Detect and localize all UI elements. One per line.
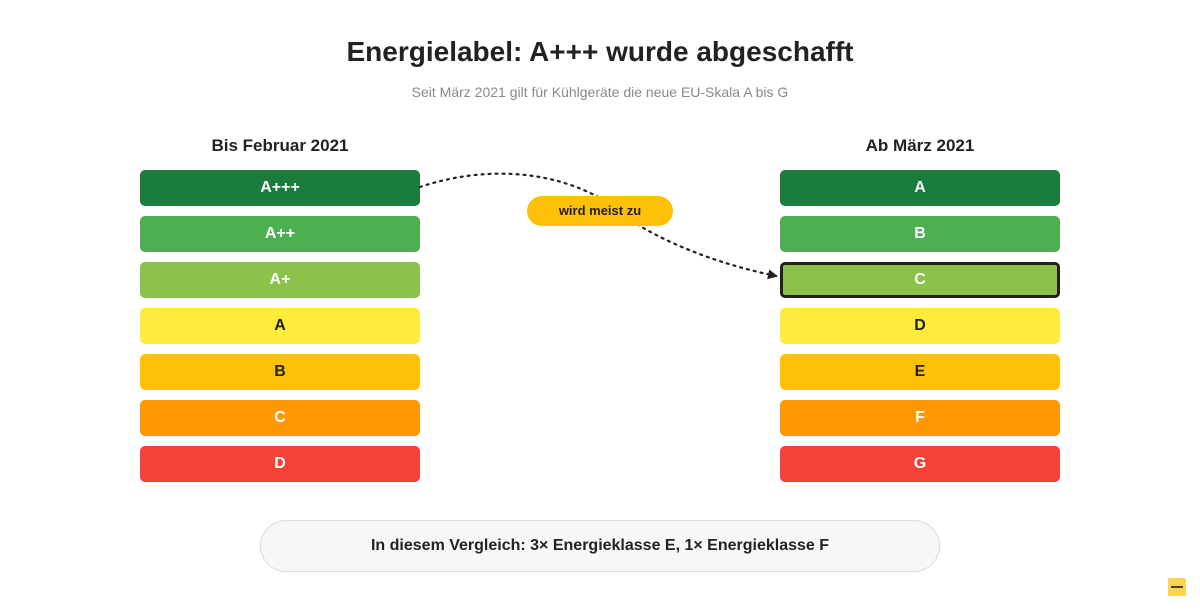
old-class-bar: A+: [140, 262, 420, 298]
minus-icon[interactable]: [1168, 578, 1186, 596]
old-class-bar: B: [140, 354, 420, 390]
old-scale-heading: Bis Februar 2021: [211, 136, 349, 155]
new-class-bar: B: [780, 216, 1060, 252]
old-class-bar: C: [140, 400, 420, 436]
mapping-label: wird meist zu: [527, 196, 673, 226]
new-class-bar: A: [780, 170, 1060, 206]
new-scale-heading: Ab März 2021: [865, 136, 975, 155]
new-class-bar: F: [780, 400, 1060, 436]
page-title: Energielabel: A+++ wurde abgeschafft: [346, 36, 854, 67]
old-class-bar: A++: [140, 216, 420, 252]
old-class-bar: D: [140, 446, 420, 482]
new-class-bar: G: [780, 446, 1060, 482]
new-class-bar: E: [780, 354, 1060, 390]
new-class-bar: D: [780, 308, 1060, 344]
old-class-bar: A: [140, 308, 420, 344]
page-subtitle: Seit März 2021 gilt für Kühlgeräte die n…: [411, 84, 789, 100]
old-class-bar: A+++: [140, 170, 420, 206]
new-class-bar: C: [780, 262, 1060, 298]
old-scale-column: Bis Februar 2021 A+++ A++ A+ A B C D: [140, 134, 420, 492]
summary-box: In diesem Vergleich: 3× Energieklasse E,…: [260, 520, 940, 572]
old-scale-bars: A+++ A++ A+ A B C D: [140, 170, 420, 482]
